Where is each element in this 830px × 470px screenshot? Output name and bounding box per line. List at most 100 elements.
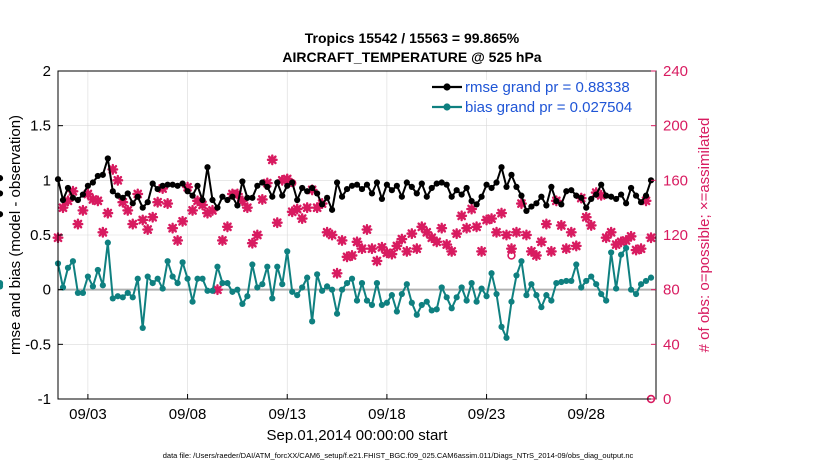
- bias-point: [473, 298, 480, 305]
- bias-point: [578, 284, 585, 291]
- rmse-point: [219, 193, 226, 200]
- bias-point: [94, 266, 101, 274]
- rmse-point: [229, 193, 236, 200]
- bias-point: [418, 301, 425, 309]
- obs-assimilated-marker: [246, 237, 258, 249]
- obs-assimilated-marker: [301, 202, 313, 214]
- bias-point: [423, 298, 430, 305]
- rmse-point: [403, 179, 410, 186]
- obs-assimilated-marker: [640, 195, 652, 207]
- bias-point: [448, 305, 455, 312]
- rmse-point: [408, 183, 415, 190]
- rmse-point: [603, 192, 610, 199]
- rmse-point: [194, 182, 201, 189]
- right-tick-label: 200: [663, 118, 688, 135]
- bias-point: [319, 287, 326, 294]
- rmse-point: [483, 181, 490, 188]
- obs-assimilated-marker: [127, 218, 139, 230]
- rmse-point: [478, 193, 485, 200]
- bias-point: [383, 299, 390, 306]
- obs-assimilated-marker: [625, 230, 637, 242]
- rmse-point: [134, 193, 141, 200]
- bias-point: [109, 295, 116, 302]
- bias-point: [518, 258, 525, 265]
- bias-point: [543, 292, 550, 299]
- obs-assimilated-marker: [216, 234, 228, 246]
- bias-point: [548, 297, 555, 304]
- rmse-point: [458, 191, 465, 198]
- rmse-point: [373, 179, 381, 186]
- bias-point: [573, 261, 580, 268]
- obs-assimilated-marker: [515, 198, 527, 210]
- left-tick-label: 2: [43, 63, 51, 80]
- left-tick-label: 1.5: [30, 118, 51, 135]
- obs-assimilated-marker: [416, 221, 428, 233]
- x-tick-label: 09/23: [468, 406, 506, 423]
- bias-point: [199, 275, 206, 282]
- obs-assimilated-marker: [211, 284, 223, 296]
- obs-assimilated-marker: [530, 249, 542, 262]
- rmse-point: [398, 193, 405, 200]
- bias-point: [164, 258, 171, 265]
- bias-point: [642, 277, 650, 285]
- bias-point: [134, 275, 141, 282]
- obs-assimilated-marker: [401, 245, 413, 257]
- rmse-point: [632, 192, 640, 199]
- rmse-point: [0, 175, 4, 182]
- obs-assimilated-marker: [560, 243, 572, 255]
- rmse-point: [109, 188, 116, 195]
- bias-point: [608, 249, 615, 256]
- obs-assimilated-marker: [201, 207, 214, 219]
- bias-point: [468, 280, 475, 287]
- rmse-point: [284, 182, 291, 189]
- rmse-point: [368, 190, 376, 197]
- bias-point: [99, 282, 106, 289]
- rmse-point: [79, 191, 87, 198]
- right-axis-ticks: 0 40 80 120 160 200 240: [651, 63, 688, 408]
- rmse-point: [64, 184, 72, 192]
- bias-point: [533, 292, 540, 299]
- rmse-point: [254, 182, 261, 189]
- x-tick-label: 09/18: [368, 406, 406, 423]
- obs-assimilated-marker: [456, 210, 468, 222]
- bias-point: [324, 283, 331, 290]
- bias-point: [264, 263, 271, 270]
- rmse-point: [299, 184, 306, 192]
- rmse-point: [588, 195, 595, 203]
- bias-point: [563, 277, 570, 285]
- rmse-point: [164, 181, 171, 188]
- bias-point: [338, 286, 346, 293]
- rmse-point: [154, 185, 161, 193]
- obs-assimilated-marker: [62, 195, 74, 207]
- obs-assimilated-marker: [495, 207, 508, 219]
- obs-assimilated-marker: [87, 193, 99, 205]
- obs-assimilated-marker: [391, 240, 403, 252]
- obs-assimilated-marker: [231, 188, 243, 200]
- rmse-point: [488, 184, 495, 192]
- left-tick-label: 0.5: [30, 227, 51, 244]
- bias-point: [583, 277, 590, 285]
- obs-assimilated-marker: [206, 204, 219, 216]
- bias-point: [333, 310, 341, 317]
- rmse-point: [473, 201, 480, 208]
- rmse-point: [189, 192, 196, 199]
- obs-assimilated-marker: [615, 236, 627, 248]
- rmse-point: [328, 206, 336, 213]
- obs-assimilated-marker: [266, 154, 278, 166]
- rmse-point: [528, 203, 535, 210]
- bias-point: [513, 272, 520, 279]
- obs-assimilated-marker: [281, 173, 293, 185]
- bias-point: [239, 300, 246, 307]
- rmse-point: [503, 183, 510, 190]
- bias-point: [59, 284, 67, 291]
- rmse-point: [618, 191, 625, 198]
- bias-point: [358, 280, 366, 287]
- obs-assimilated-marker: [112, 174, 124, 186]
- obs-assimilated-marker: [162, 198, 174, 210]
- bias-point: [508, 298, 515, 305]
- rmse-point: [568, 187, 575, 194]
- bias-point: [69, 258, 77, 265]
- obs-assimilated-marker: [431, 236, 443, 248]
- bias-point: [603, 297, 610, 304]
